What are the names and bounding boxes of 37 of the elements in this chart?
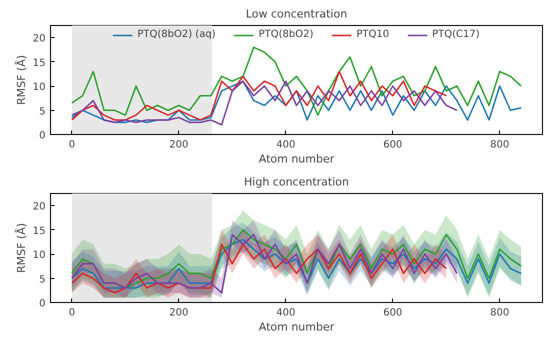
x-axis-title: Atom number bbox=[258, 320, 335, 334]
x-tick-label: 400 bbox=[276, 308, 296, 318]
chart-title: Low concentration bbox=[246, 8, 348, 20]
y-tick-label: 5 bbox=[39, 274, 46, 286]
x-tick-label: 0 bbox=[68, 308, 76, 318]
x-tick-label: 0 bbox=[68, 140, 76, 150]
y-tick-label: 15 bbox=[32, 58, 46, 69]
y-axis-title: RMSF (Å) bbox=[14, 54, 28, 106]
y-tick-label: 10 bbox=[32, 250, 46, 262]
y-axis-title: RMSF (Å) bbox=[14, 222, 28, 274]
x-tick-label: 800 bbox=[490, 308, 510, 318]
y-tick-label: 20 bbox=[32, 202, 46, 213]
y-tick-label: 15 bbox=[32, 226, 46, 237]
x-tick-label: 400 bbox=[276, 140, 296, 150]
x-tick-label: 200 bbox=[169, 308, 188, 318]
legend-label: PTQ(C17) bbox=[432, 29, 480, 40]
x-tick-label: 600 bbox=[383, 308, 402, 318]
x-tick-label: 800 bbox=[490, 140, 510, 150]
line-series bbox=[71, 46, 522, 116]
y-tick-label: 10 bbox=[32, 82, 46, 94]
legend-label: PTQ(8bO2) (aq) bbox=[137, 29, 216, 40]
legend-label: PTQ10 bbox=[356, 29, 390, 40]
line-series bbox=[71, 80, 458, 126]
line-series bbox=[71, 238, 522, 289]
x-tick-label: 600 bbox=[383, 140, 402, 150]
line-series bbox=[71, 244, 447, 294]
legend-label: PTQ(8bO2) bbox=[258, 29, 314, 40]
y-tick-label: 5 bbox=[39, 106, 46, 118]
x-axis-title: Atom number bbox=[258, 152, 335, 166]
line-series bbox=[71, 70, 447, 121]
x-tick-label: 200 bbox=[169, 140, 188, 150]
line-series bbox=[71, 229, 522, 289]
y-tick-label: 0 bbox=[39, 130, 46, 142]
y-tick-label: 20 bbox=[32, 34, 46, 45]
y-tick-label: 0 bbox=[39, 298, 46, 310]
line-series bbox=[71, 80, 522, 124]
chart-title: High concentration bbox=[244, 176, 350, 188]
